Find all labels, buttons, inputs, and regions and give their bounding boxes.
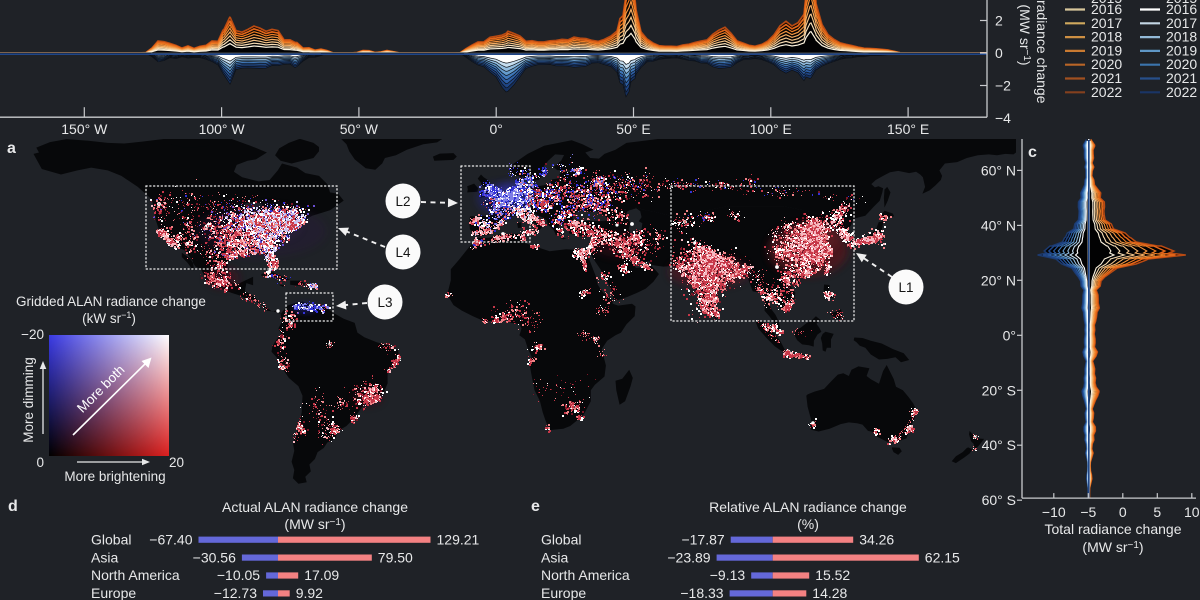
svg-text:Relative ALAN radiance change: Relative ALAN radiance change [709, 499, 907, 515]
svg-text:50° E: 50° E [616, 121, 650, 137]
svg-text:62.15: 62.15 [925, 549, 960, 565]
svg-text:2: 2 [995, 13, 1003, 29]
svg-text:34.26: 34.26 [859, 531, 894, 547]
svg-text:2018: 2018 [1091, 29, 1122, 45]
svg-text:2015: 2015 [1166, 0, 1197, 6]
svg-text:2022: 2022 [1166, 84, 1197, 100]
svg-text:50° W: 50° W [340, 121, 379, 137]
svg-text:20° S: 20° S [982, 382, 1016, 398]
svg-text:Total radiance change: Total radiance change [1034, 0, 1050, 104]
svg-text:60° S: 60° S [982, 492, 1016, 508]
svg-text:0°: 0° [1003, 327, 1016, 343]
svg-text:Global: Global [541, 531, 581, 547]
svg-text:L3: L3 [377, 295, 392, 310]
svg-text:−4: −4 [995, 110, 1011, 126]
svg-text:Actual ALAN radiance change: Actual ALAN radiance change [222, 499, 408, 515]
svg-text:More brightening: More brightening [64, 469, 165, 484]
svg-text:−12.73: −12.73 [214, 585, 257, 600]
svg-text:0: 0 [36, 455, 44, 470]
svg-text:2019: 2019 [1166, 42, 1197, 58]
svg-text:2016: 2016 [1166, 1, 1197, 17]
svg-text:0: 0 [995, 45, 1003, 61]
svg-text:20: 20 [169, 455, 184, 470]
svg-text:2015: 2015 [1091, 0, 1122, 6]
svg-text:2017: 2017 [1091, 15, 1122, 31]
svg-text:2016: 2016 [1091, 1, 1122, 17]
svg-text:(%): (%) [797, 516, 819, 532]
svg-text:100° W: 100° W [199, 121, 246, 137]
svg-text:L4: L4 [395, 245, 411, 260]
svg-text:North America: North America [541, 567, 630, 583]
svg-text:−2: −2 [995, 78, 1011, 94]
svg-text:−30.56: −30.56 [193, 549, 236, 565]
svg-text:10: 10 [1184, 504, 1200, 520]
svg-text:2021: 2021 [1091, 70, 1122, 86]
svg-text:5: 5 [1153, 504, 1161, 520]
svg-text:Asia: Asia [91, 549, 118, 565]
svg-text:9.92: 9.92 [296, 585, 323, 600]
svg-text:c: c [1028, 144, 1037, 161]
svg-text:North America: North America [91, 567, 180, 583]
svg-text:e: e [531, 498, 540, 515]
svg-text:14.28: 14.28 [812, 585, 847, 600]
svg-text:2020: 2020 [1166, 56, 1197, 72]
svg-text:Asia: Asia [541, 549, 568, 565]
svg-text:Gridded ALAN radiance change: Gridded ALAN radiance change [16, 294, 206, 309]
svg-text:Global: Global [91, 531, 131, 547]
svg-text:2019: 2019 [1091, 42, 1122, 58]
svg-text:−23.89: −23.89 [667, 549, 710, 565]
svg-text:17.09: 17.09 [304, 567, 339, 583]
svg-text:d: d [8, 498, 18, 515]
svg-text:129.21: 129.21 [437, 531, 480, 547]
svg-text:0: 0 [1119, 504, 1127, 520]
svg-text:79.50: 79.50 [378, 549, 413, 565]
svg-text:2020: 2020 [1091, 56, 1122, 72]
svg-text:−17.87: −17.87 [681, 531, 724, 547]
svg-text:60° N: 60° N [981, 162, 1016, 178]
svg-text:15.52: 15.52 [815, 567, 850, 583]
svg-text:−9.13: −9.13 [710, 567, 746, 583]
svg-text:2018: 2018 [1166, 29, 1197, 45]
svg-text:a: a [7, 140, 16, 157]
svg-text:2017: 2017 [1166, 15, 1197, 31]
svg-text:100° E: 100° E [750, 121, 792, 137]
svg-text:150° W: 150° W [61, 121, 108, 137]
svg-text:40° N: 40° N [981, 217, 1016, 233]
svg-text:2021: 2021 [1166, 70, 1197, 86]
svg-text:Total radiance change: Total radiance change [1045, 521, 1182, 537]
svg-text:−67.40: −67.40 [149, 531, 192, 547]
svg-text:0°: 0° [490, 121, 503, 137]
svg-text:20° N: 20° N [981, 272, 1016, 288]
svg-text:Europe: Europe [541, 585, 586, 600]
svg-text:−10.05: −10.05 [217, 567, 260, 583]
svg-text:−18.33: −18.33 [680, 585, 723, 600]
svg-text:L1: L1 [898, 280, 913, 295]
svg-text:−5: −5 [1080, 504, 1096, 520]
svg-text:−20: −20 [21, 327, 44, 342]
svg-text:More dimming: More dimming [21, 357, 36, 443]
svg-text:−10: −10 [1042, 504, 1066, 520]
svg-text:150° E: 150° E [887, 121, 929, 137]
svg-text:2022: 2022 [1091, 84, 1122, 100]
svg-text:L2: L2 [395, 194, 410, 209]
svg-text:Europe: Europe [91, 585, 136, 600]
svg-text:40° S: 40° S [982, 437, 1016, 453]
